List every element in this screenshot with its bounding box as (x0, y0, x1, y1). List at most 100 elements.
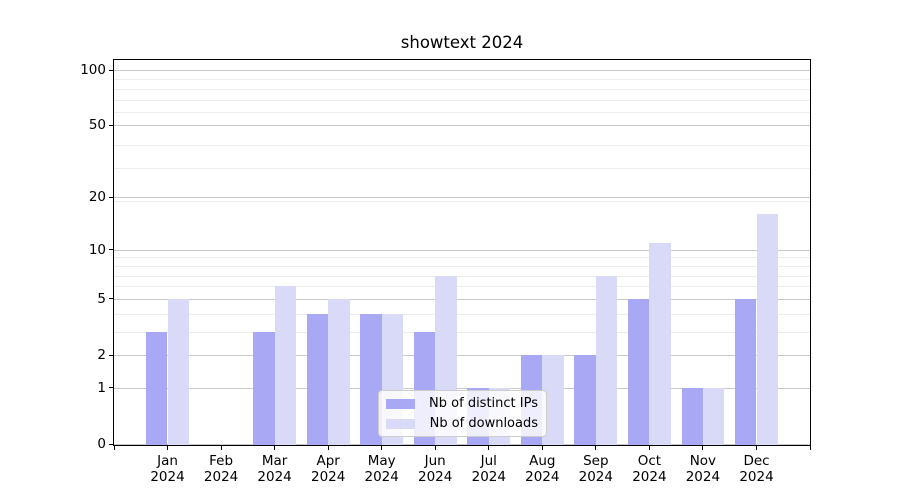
bar-downloads (274, 286, 296, 445)
gridline-minor (114, 331, 810, 333)
y-tick-label: 1 (97, 379, 106, 396)
x-tick-label: Jun 2024 (403, 453, 467, 485)
gridline-minor (114, 168, 810, 170)
y-tick-label: 10 (88, 241, 106, 258)
x-tick-mark (220, 446, 222, 450)
y-tick-mark (109, 124, 113, 126)
x-tick-label-year: 2024 (632, 468, 667, 485)
x-tick-label-month: Jul (480, 453, 497, 469)
x-tick-mark (327, 446, 329, 450)
gridline-major (114, 197, 810, 199)
y-tick-label: 0 (97, 436, 106, 452)
bar-distinct-ips (146, 331, 168, 445)
x-tick-mark (702, 446, 704, 450)
x-tick-label-year: 2024 (150, 468, 185, 485)
gridline-major (114, 298, 810, 300)
x-tick-label-month: Oct (637, 453, 662, 469)
x-tick-label: Aug 2024 (510, 453, 574, 485)
x-tick-label-year: 2024 (525, 468, 560, 485)
x-tick-label: May 2024 (350, 453, 414, 485)
x-tick-label-year: 2024 (739, 468, 774, 485)
y-tick-label: 2 (97, 347, 106, 363)
x-tick-label-month: Mar (261, 453, 288, 469)
y-tick-mark (109, 387, 113, 389)
x-tick-label-month: May (367, 453, 396, 469)
bar-distinct-ips (735, 298, 757, 445)
legend-item-downloads: Nb of downloads (379, 416, 546, 432)
gridline-minor (114, 265, 810, 267)
y-tick-label: 100 (80, 62, 106, 78)
gridline-minor (114, 286, 810, 288)
gridline-major (114, 125, 810, 127)
x-tick-label-year: 2024 (311, 468, 346, 485)
x-tick-mark (274, 446, 276, 450)
gridline-minor (114, 79, 810, 81)
chart-title: showtext 2024 (400, 33, 524, 52)
plot-area: Nb of distinct IPs Nb of downloads (113, 59, 811, 446)
gridline-minor (114, 275, 810, 277)
x-tick-mark (113, 446, 115, 450)
x-tick-label: Mar 2024 (243, 453, 307, 485)
x-tick-mark (488, 446, 490, 450)
y-tick-mark (109, 69, 113, 71)
gridline-minor (114, 145, 810, 146)
legend-label-distinct-ips: Nb of distinct IPs (429, 396, 538, 411)
x-tick-label: Nov 2024 (671, 453, 735, 485)
bar-distinct-ips (681, 387, 703, 445)
x-tick-label-month: Aug (529, 453, 556, 469)
x-tick-mark (541, 446, 543, 450)
y-tick-label: 5 (97, 290, 106, 307)
gridline-major (114, 387, 810, 389)
y-tick-mark (109, 196, 113, 198)
x-tick-mark (381, 446, 383, 450)
bar-downloads (595, 275, 618, 445)
x-tick-label-month: Nov (689, 453, 717, 469)
x-tick-label: Feb 2024 (189, 453, 253, 485)
gridline-minor (114, 88, 810, 90)
bar-downloads (702, 387, 725, 445)
legend-swatch-downloads (386, 418, 415, 429)
x-tick-mark (595, 446, 597, 450)
x-tick-label-month: Apr (316, 453, 340, 469)
x-tick-label-year: 2024 (685, 468, 721, 485)
x-tick-label: Sep 2024 (564, 453, 628, 485)
y-tick-mark (109, 249, 113, 251)
gridline-minor (114, 112, 810, 114)
gridline-minor (114, 313, 810, 315)
x-tick-label-month: Jun (424, 453, 446, 469)
y-tick-label: 50 (88, 117, 106, 134)
x-tick-mark (434, 446, 436, 450)
legend-label-downloads: Nb of downloads (429, 416, 538, 431)
y-tick-mark (109, 354, 113, 356)
gridline-minor (114, 257, 810, 259)
y-tick-mark (109, 298, 113, 300)
x-tick-label-year: 2024 (471, 468, 506, 485)
bar-downloads (756, 214, 778, 445)
x-tick-label-year: 2024 (418, 468, 453, 485)
gridline-minor (114, 201, 810, 203)
x-tick-label-month: Dec (743, 453, 770, 469)
gridline-major (114, 355, 810, 356)
x-tick-label: Jul 2024 (457, 453, 521, 485)
bar-downloads (542, 355, 564, 445)
legend-item-distinct-ips: Nb of distinct IPs (379, 396, 546, 412)
bar-downloads (649, 242, 671, 445)
bar-downloads (328, 298, 350, 445)
x-tick-label-year: 2024 (203, 468, 239, 485)
bar-distinct-ips (574, 355, 596, 445)
x-tick-label-month: Jan (157, 453, 178, 469)
x-tick-mark (756, 446, 757, 450)
x-tick-label: Apr 2024 (296, 453, 360, 485)
gridline-major (114, 249, 810, 251)
x-tick-label-month: Feb (209, 453, 234, 469)
x-tick-label-year: 2024 (364, 468, 399, 485)
x-tick-label: Jan 2024 (136, 453, 200, 485)
legend: Nb of distinct IPs Nb of downloads (378, 390, 547, 437)
x-tick-label-month: Sep (583, 453, 609, 469)
x-tick-label: Dec 2024 (725, 453, 789, 485)
x-tick-label-year: 2024 (578, 468, 613, 485)
legend-swatch-distinct-ips (386, 398, 415, 409)
gridline-minor (114, 99, 810, 101)
x-tick-label-year: 2024 (257, 468, 292, 485)
